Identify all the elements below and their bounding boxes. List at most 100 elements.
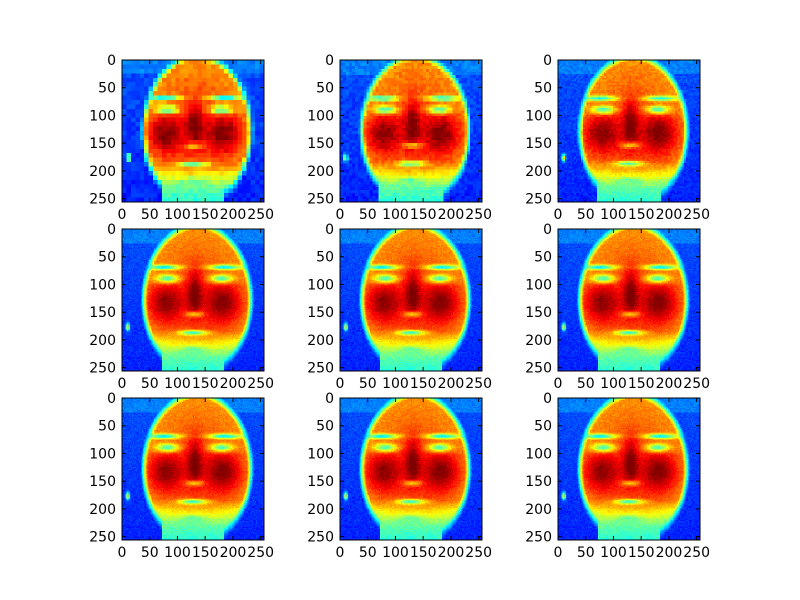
x-tick-label: 50 bbox=[141, 545, 159, 561]
x-tick-label: 200 bbox=[656, 207, 683, 223]
y-tick-label: 0 bbox=[325, 391, 334, 407]
heatmap-image bbox=[340, 229, 482, 371]
x-tick-label: 0 bbox=[554, 207, 563, 223]
x-tick-label: 150 bbox=[410, 376, 437, 392]
x-tick-label: 0 bbox=[118, 207, 127, 223]
x-tick-label: 200 bbox=[438, 545, 465, 561]
x-tick-label: 0 bbox=[336, 207, 345, 223]
y-tick-label: 250 bbox=[525, 361, 552, 377]
y-tick-label: 100 bbox=[89, 277, 116, 293]
x-tick-label: 0 bbox=[336, 545, 345, 561]
y-tick-label: 100 bbox=[307, 108, 334, 124]
y-tick-label: 150 bbox=[307, 136, 334, 152]
y-tick-label: 150 bbox=[89, 474, 116, 490]
y-tick-label: 50 bbox=[534, 250, 552, 266]
x-tick-label: 100 bbox=[600, 545, 627, 561]
y-tick-label: 250 bbox=[307, 530, 334, 546]
y-tick-label: 100 bbox=[89, 108, 116, 124]
x-tick-label: 150 bbox=[192, 545, 219, 561]
y-tick-label: 0 bbox=[325, 53, 334, 69]
axes-frame bbox=[121, 59, 265, 203]
x-tick-label: 100 bbox=[600, 207, 627, 223]
y-tick-label: 50 bbox=[316, 81, 334, 97]
heatmap-image bbox=[558, 229, 700, 371]
axes-frame bbox=[557, 59, 701, 203]
x-tick-label: 150 bbox=[628, 545, 655, 561]
x-tick-label: 100 bbox=[164, 207, 191, 223]
y-tick-label: 150 bbox=[525, 305, 552, 321]
x-tick-label: 100 bbox=[382, 545, 409, 561]
x-tick-label: 100 bbox=[382, 207, 409, 223]
y-tick-label: 0 bbox=[107, 391, 116, 407]
x-tick-label: 150 bbox=[628, 207, 655, 223]
x-tick-label: 50 bbox=[359, 545, 377, 561]
y-tick-label: 100 bbox=[525, 446, 552, 462]
heatmap-image bbox=[558, 398, 700, 540]
y-tick-label: 150 bbox=[525, 474, 552, 490]
x-tick-label: 50 bbox=[577, 207, 595, 223]
y-tick-label: 200 bbox=[525, 502, 552, 518]
x-tick-label: 250 bbox=[465, 376, 492, 392]
axes-frame bbox=[339, 59, 483, 203]
x-tick-label: 250 bbox=[683, 207, 710, 223]
y-tick-label: 150 bbox=[307, 305, 334, 321]
axes-frame bbox=[339, 228, 483, 372]
x-tick-label: 50 bbox=[359, 207, 377, 223]
y-tick-label: 250 bbox=[307, 192, 334, 208]
y-tick-label: 150 bbox=[89, 305, 116, 321]
y-tick-label: 50 bbox=[534, 419, 552, 435]
y-tick-label: 250 bbox=[307, 361, 334, 377]
x-tick-label: 0 bbox=[336, 376, 345, 392]
y-tick-label: 0 bbox=[543, 391, 552, 407]
y-tick-label: 100 bbox=[89, 446, 116, 462]
x-tick-label: 50 bbox=[577, 376, 595, 392]
y-tick-label: 50 bbox=[98, 419, 116, 435]
x-tick-label: 100 bbox=[382, 376, 409, 392]
heatmap-image bbox=[558, 60, 700, 202]
x-tick-label: 100 bbox=[164, 376, 191, 392]
y-tick-label: 50 bbox=[534, 81, 552, 97]
y-tick-label: 0 bbox=[325, 222, 334, 238]
heatmap-image bbox=[122, 398, 264, 540]
x-tick-label: 150 bbox=[410, 545, 437, 561]
y-tick-label: 200 bbox=[525, 164, 552, 180]
heatmap-image bbox=[340, 60, 482, 202]
x-tick-label: 250 bbox=[247, 376, 274, 392]
y-tick-label: 150 bbox=[307, 474, 334, 490]
y-tick-label: 250 bbox=[89, 361, 116, 377]
axes-frame bbox=[121, 228, 265, 372]
x-tick-label: 0 bbox=[118, 545, 127, 561]
x-tick-label: 250 bbox=[465, 207, 492, 223]
x-tick-label: 250 bbox=[465, 545, 492, 561]
heatmap-image bbox=[122, 229, 264, 371]
x-tick-label: 250 bbox=[683, 376, 710, 392]
y-tick-label: 200 bbox=[89, 164, 116, 180]
x-tick-label: 250 bbox=[247, 207, 274, 223]
x-tick-label: 250 bbox=[683, 545, 710, 561]
x-tick-label: 150 bbox=[192, 376, 219, 392]
y-tick-label: 200 bbox=[89, 333, 116, 349]
x-tick-label: 200 bbox=[220, 207, 247, 223]
y-tick-label: 0 bbox=[107, 222, 116, 238]
x-tick-label: 200 bbox=[438, 376, 465, 392]
y-tick-label: 0 bbox=[543, 222, 552, 238]
x-tick-label: 200 bbox=[438, 207, 465, 223]
axes-frame bbox=[339, 397, 483, 541]
x-tick-label: 0 bbox=[554, 545, 563, 561]
x-tick-label: 50 bbox=[141, 207, 159, 223]
axes-frame bbox=[557, 397, 701, 541]
x-tick-label: 100 bbox=[600, 376, 627, 392]
x-tick-label: 150 bbox=[628, 376, 655, 392]
x-tick-label: 200 bbox=[220, 376, 247, 392]
x-tick-label: 200 bbox=[220, 545, 247, 561]
x-tick-label: 150 bbox=[192, 207, 219, 223]
